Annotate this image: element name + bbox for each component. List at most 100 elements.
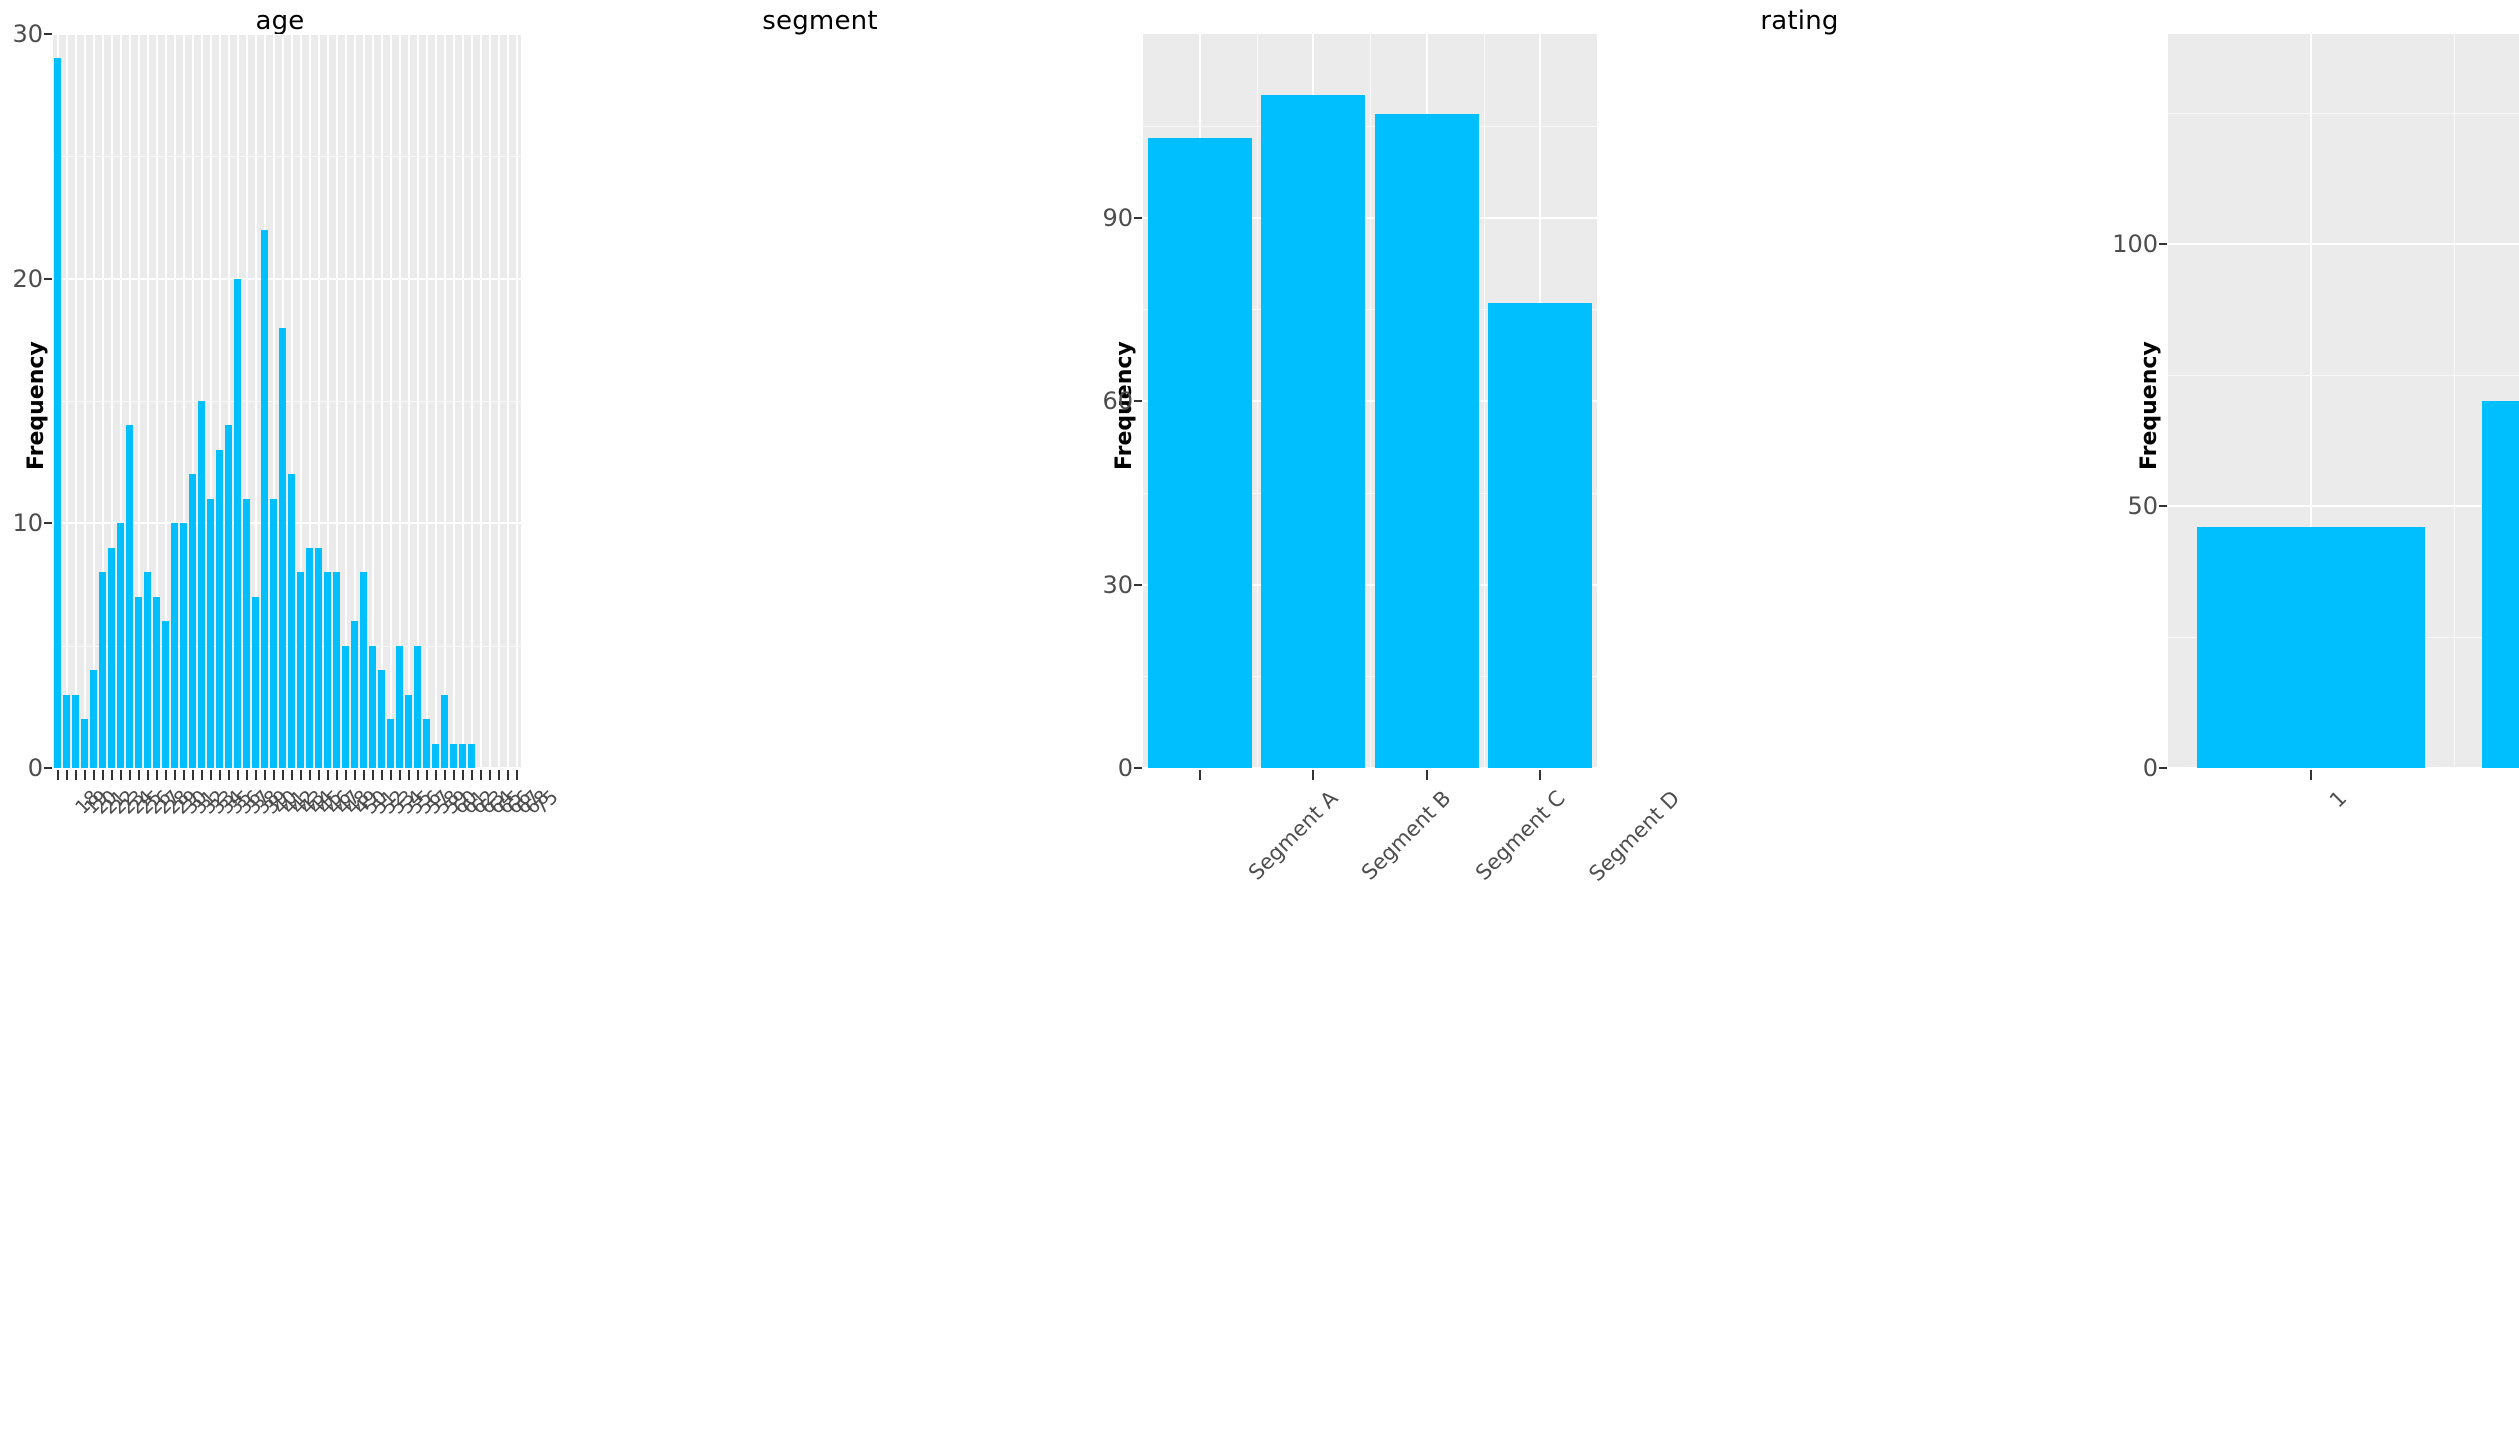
gridline-vertical xyxy=(371,34,374,768)
x-axis-tick-mark xyxy=(326,770,329,780)
x-axis-tick-mark xyxy=(1198,770,1201,780)
panel-segment-title: segment xyxy=(762,6,878,36)
bar xyxy=(314,547,323,768)
gridline-vertical xyxy=(173,34,176,768)
gridline-vertical xyxy=(425,34,428,768)
y-axis-tick-label: 50 xyxy=(2127,491,2158,520)
gridline-vertical-minor xyxy=(1256,34,1258,768)
x-axis-tick-mark xyxy=(434,770,437,780)
y-axis-tick-mark xyxy=(2159,242,2167,245)
y-axis-tick-label: 60 xyxy=(1102,387,1133,415)
gridline-vertical xyxy=(434,34,437,768)
bar xyxy=(269,498,278,768)
panel-age: age Frequency 0 10 20 30 18 19 20 21 22 23 24 25 26… xyxy=(0,0,562,1436)
x-axis-tick-mark xyxy=(1539,770,1542,780)
gridline-vertical xyxy=(461,34,464,768)
bar xyxy=(377,670,386,768)
gridline-vertical xyxy=(443,34,446,768)
gridline-vertical xyxy=(335,34,338,768)
y-axis-tick-mark xyxy=(1134,216,1142,219)
gridline-vertical xyxy=(101,34,104,768)
x-axis-tick-mark xyxy=(452,770,455,780)
x-axis-tick-mark xyxy=(83,770,86,780)
y-axis-tick-mark xyxy=(1134,400,1142,402)
gridline-vertical xyxy=(218,34,221,768)
bar xyxy=(260,229,269,768)
bar xyxy=(1261,95,1366,768)
bar xyxy=(359,572,368,768)
gridline-vertical xyxy=(389,34,392,768)
bar xyxy=(458,743,467,768)
bar xyxy=(71,694,80,768)
bar xyxy=(251,596,260,768)
bar xyxy=(152,596,161,768)
gridline-vertical xyxy=(317,34,320,768)
y-axis-tick-mark xyxy=(2159,504,2167,507)
gridline-horizontal-minor xyxy=(53,645,521,647)
x-axis-tick-mark xyxy=(65,770,68,780)
x-axis-tick-mark xyxy=(164,770,167,780)
bar xyxy=(386,719,395,768)
panel-age-plot-area xyxy=(53,34,521,768)
gridline-vertical xyxy=(209,34,212,768)
bar xyxy=(440,694,449,768)
y-axis-tick-label: 30 xyxy=(1102,570,1133,599)
panel-rating-plot-area xyxy=(2168,34,2519,768)
y-axis-tick-mark xyxy=(44,767,52,769)
gridline-horizontal xyxy=(53,277,521,280)
gridline-vertical xyxy=(470,34,473,768)
gridline-vertical xyxy=(245,34,248,768)
bar xyxy=(395,645,404,768)
x-axis-tick-mark xyxy=(119,770,122,780)
panel-age-title: age xyxy=(255,6,305,36)
x-axis-tick-label: 1 xyxy=(2324,786,2352,813)
x-axis-tick-mark xyxy=(137,770,140,780)
gridline-vertical xyxy=(65,34,68,768)
x-axis-tick-mark xyxy=(155,770,158,780)
x-axis-tick-mark xyxy=(416,770,419,780)
bar xyxy=(134,596,143,768)
bar xyxy=(197,401,206,768)
x-axis-tick-mark xyxy=(317,770,320,780)
y-axis-tick-label: 0 xyxy=(2142,754,2158,782)
x-axis-tick-mark xyxy=(173,770,176,780)
x-axis-tick-mark xyxy=(371,770,374,780)
gridline-horizontal-minor xyxy=(2168,374,2519,376)
y-axis-tick-mark xyxy=(1134,767,1142,769)
gridline-vertical xyxy=(155,34,158,768)
gridline-vertical xyxy=(353,34,356,768)
gridline-vertical xyxy=(362,34,365,768)
bar xyxy=(1488,303,1593,768)
x-axis-tick-mark xyxy=(506,770,509,780)
bar xyxy=(125,425,134,768)
bar xyxy=(278,327,287,768)
gridline-vertical xyxy=(137,34,140,768)
x-axis-tick-mark xyxy=(299,770,302,780)
x-axis-tick-mark xyxy=(56,770,59,780)
bar xyxy=(2196,526,2426,768)
gridline-horizontal-minor xyxy=(2168,112,2519,114)
x-axis-tick-mark xyxy=(254,770,257,780)
bar xyxy=(242,498,251,768)
gridline-vertical xyxy=(488,34,491,768)
y-axis-tick-label: 90 xyxy=(1102,203,1133,232)
x-axis-tick-mark xyxy=(362,770,365,780)
x-axis-tick-mark xyxy=(191,770,194,780)
bar xyxy=(341,645,350,768)
gridline-vertical xyxy=(92,34,95,768)
x-axis-tick-mark xyxy=(470,770,473,780)
x-axis-tick-mark xyxy=(479,770,482,780)
gridline-vertical xyxy=(272,34,275,768)
gridline-vertical xyxy=(164,34,167,768)
gridline-vertical xyxy=(308,34,311,768)
x-axis-tick-mark xyxy=(263,770,266,780)
bar xyxy=(404,694,413,768)
bar xyxy=(116,523,125,768)
panel-age-y-axis-label: Frequency xyxy=(24,341,49,470)
gridline-vertical xyxy=(452,34,455,768)
x-axis-tick-mark xyxy=(146,770,149,780)
gridline-vertical xyxy=(290,34,293,768)
bar xyxy=(98,572,107,768)
